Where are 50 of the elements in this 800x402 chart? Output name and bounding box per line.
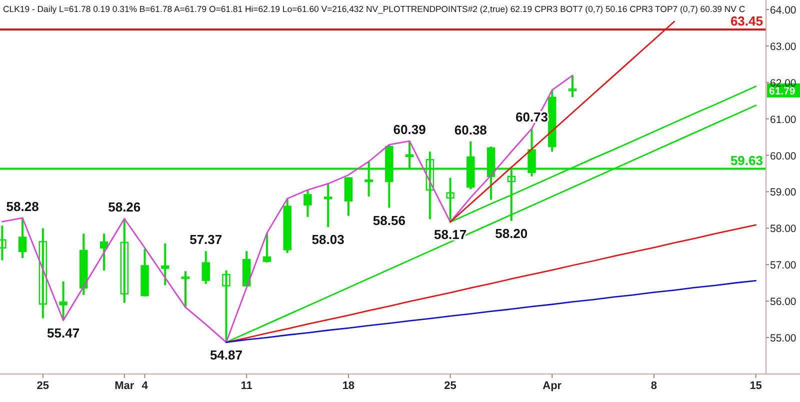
annotation: 58.03 <box>312 232 344 248</box>
annotation: 58.28 <box>6 198 39 214</box>
y-tick-label: 58.00 <box>770 223 796 236</box>
annotation: 58.17 <box>434 226 467 242</box>
y-tick-label: 61.00 <box>770 114 796 126</box>
annotation: 60.39 <box>393 122 426 138</box>
candlestick <box>344 176 353 217</box>
candlestick <box>161 242 170 286</box>
x-tick-label: 15 <box>750 380 762 392</box>
y-tick-label: 64.00 <box>770 4 796 16</box>
line-series <box>226 280 757 343</box>
annotation: 58.56 <box>372 212 406 228</box>
candlestick <box>324 182 332 228</box>
line-series <box>226 224 757 343</box>
candlestick <box>38 227 48 320</box>
y-tick-label: 59.00 <box>770 186 796 199</box>
candlestick <box>181 270 190 310</box>
x-tick-label: Apr <box>542 380 562 392</box>
annotation: 58.26 <box>108 200 141 215</box>
line-series <box>1 74 574 343</box>
candlestick <box>568 74 577 98</box>
y-tick-label: 63.00 <box>770 40 796 53</box>
x-tick-label: 25 <box>36 380 50 392</box>
y-tick-label: 57.00 <box>770 260 796 272</box>
candlestick <box>202 250 210 285</box>
candlestick <box>18 216 27 260</box>
annotation: 55.47 <box>47 325 80 340</box>
annotation: 54.87 <box>210 347 243 362</box>
x-tick-label: 18 <box>342 380 355 392</box>
x-tick-label: Mar <box>114 380 135 392</box>
annotation: 57.37 <box>190 232 222 248</box>
candlestick <box>120 218 128 304</box>
ref-line-label: 59.63 <box>730 152 763 168</box>
ref-line-label: 63.45 <box>730 14 763 29</box>
annotation: 58.20 <box>495 226 528 241</box>
candlestick <box>262 232 272 264</box>
candlestick <box>222 269 230 344</box>
annotation: 60.38 <box>454 122 487 138</box>
x-tick-label: 11 <box>240 380 252 392</box>
candlestick <box>59 280 68 322</box>
text: CLK19 - Daily L=61.78 0.19 0.31% B=61.78 A=61.79 O=61.81 Hi=62.19 Lo=61.60 V=216,432 NV_PLOTTRENDPOINTS#2 (2,true) 62.19 CPR3 BOT7 (0,7) 50.16 CPR3 TOP7 (0,7) 60.39 NV C <box>3 4 746 14</box>
candlestick <box>100 232 108 272</box>
y-tick-label: 55.00 <box>770 332 796 345</box>
candlestick <box>446 176 454 223</box>
x-tick-label: 8 <box>650 380 658 392</box>
y-tick-label: 56.00 <box>770 296 796 308</box>
x-tick-label: 25 <box>444 380 456 392</box>
candlestick <box>304 188 312 218</box>
x-tick-label: 4 <box>142 380 149 392</box>
y-tick-label: 60.00 <box>770 150 796 162</box>
